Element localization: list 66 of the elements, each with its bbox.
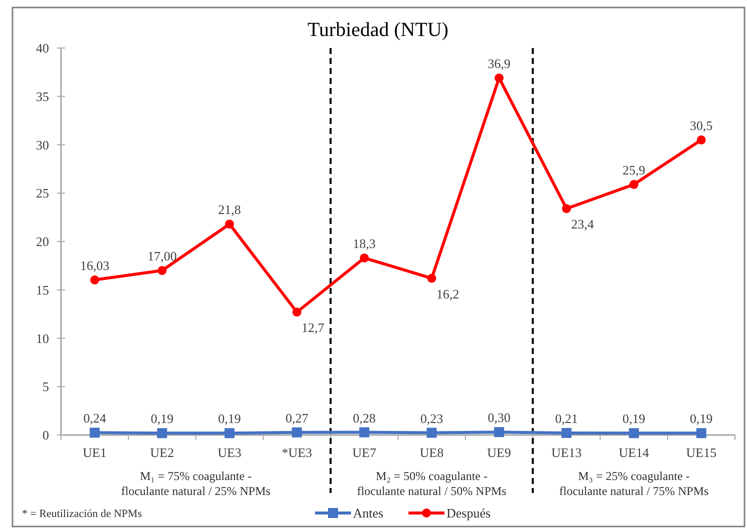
x-tick-label: *UE3 [282, 445, 312, 460]
text: * = Reutilización de NPMs [22, 508, 142, 520]
y-tick-label: 20 [36, 234, 49, 249]
data-label: 36,9 [488, 56, 510, 71]
point [426, 428, 437, 438]
data-label: 0,28 [352, 410, 376, 426]
x-tick-label: UE14 [618, 445, 650, 460]
y-tick-label: 0 [42, 428, 49, 442]
point [90, 275, 100, 284]
y-tick-label: 35 [36, 88, 49, 104]
data-label: 30,5 [690, 118, 713, 133]
y-tick-label: 10 [36, 330, 49, 346]
x-tick-label: UE7 [352, 445, 377, 460]
y-tick-label: 40 [36, 40, 49, 56]
x-tick-label: UE8 [420, 445, 444, 460]
point [427, 274, 436, 283]
point [292, 308, 302, 317]
data-label: 21,8 [218, 202, 241, 218]
data-label: 16,03 [80, 258, 110, 273]
data-label: 17,00 [147, 248, 177, 264]
point [494, 427, 504, 438]
x-tick-label: UE2 [150, 445, 174, 460]
x-tick-label: UE1 [82, 445, 107, 460]
y-tick-label: 30 [36, 137, 49, 152]
y-tick-label: 5 [42, 379, 49, 394]
text: M₃ = 25% coagulante - floculante natural / 75% NPMs [559, 469, 709, 498]
point [224, 428, 234, 438]
legend-label: Antes [353, 506, 384, 520]
data-label: 0,21 [555, 410, 578, 426]
data-label: 0,30 [488, 410, 510, 426]
data-label: 0,24 [83, 410, 107, 426]
data-label: 0,27 [286, 410, 309, 426]
data-label: 23,4 [571, 216, 594, 232]
point [90, 428, 100, 438]
data-label: 0,19 [690, 411, 713, 426]
data-label: 18,3 [352, 236, 376, 251]
point [360, 253, 369, 262]
x-tick-label: UE3 [218, 445, 242, 460]
data-label: 0,23 [420, 410, 444, 426]
point [562, 204, 571, 214]
point [225, 220, 234, 229]
point [628, 428, 639, 438]
point [157, 428, 168, 438]
data-label: 0,19 [622, 411, 646, 426]
data-label: 12,7 [302, 320, 325, 336]
point [696, 428, 706, 438]
text: M₁ = 75% coagulante - floculante natural / 25% NPMs [121, 469, 271, 498]
chart-title: Turbiedad (NTU) [308, 19, 448, 41]
point [629, 180, 638, 189]
x-tick-label: UE9 [487, 445, 512, 460]
point [359, 427, 370, 438]
point [494, 73, 504, 82]
y-tick-label: 25 [36, 186, 49, 201]
x-tick-label: UE15 [686, 445, 716, 460]
data-label: 25,9 [622, 162, 646, 178]
point [158, 266, 167, 276]
y-tick-label: 15 [36, 282, 49, 298]
data-label: 16,2 [436, 286, 460, 302]
data-label: 0,19 [218, 411, 241, 426]
text: M₂ = 50% coagulante - floculante natural / 50% NPMs [357, 469, 507, 498]
point [562, 428, 572, 438]
point [696, 135, 706, 144]
point [292, 427, 302, 438]
x-tick-label: UE13 [551, 445, 582, 460]
data-label: 0,19 [150, 411, 174, 426]
legend-label: Después [446, 506, 491, 520]
